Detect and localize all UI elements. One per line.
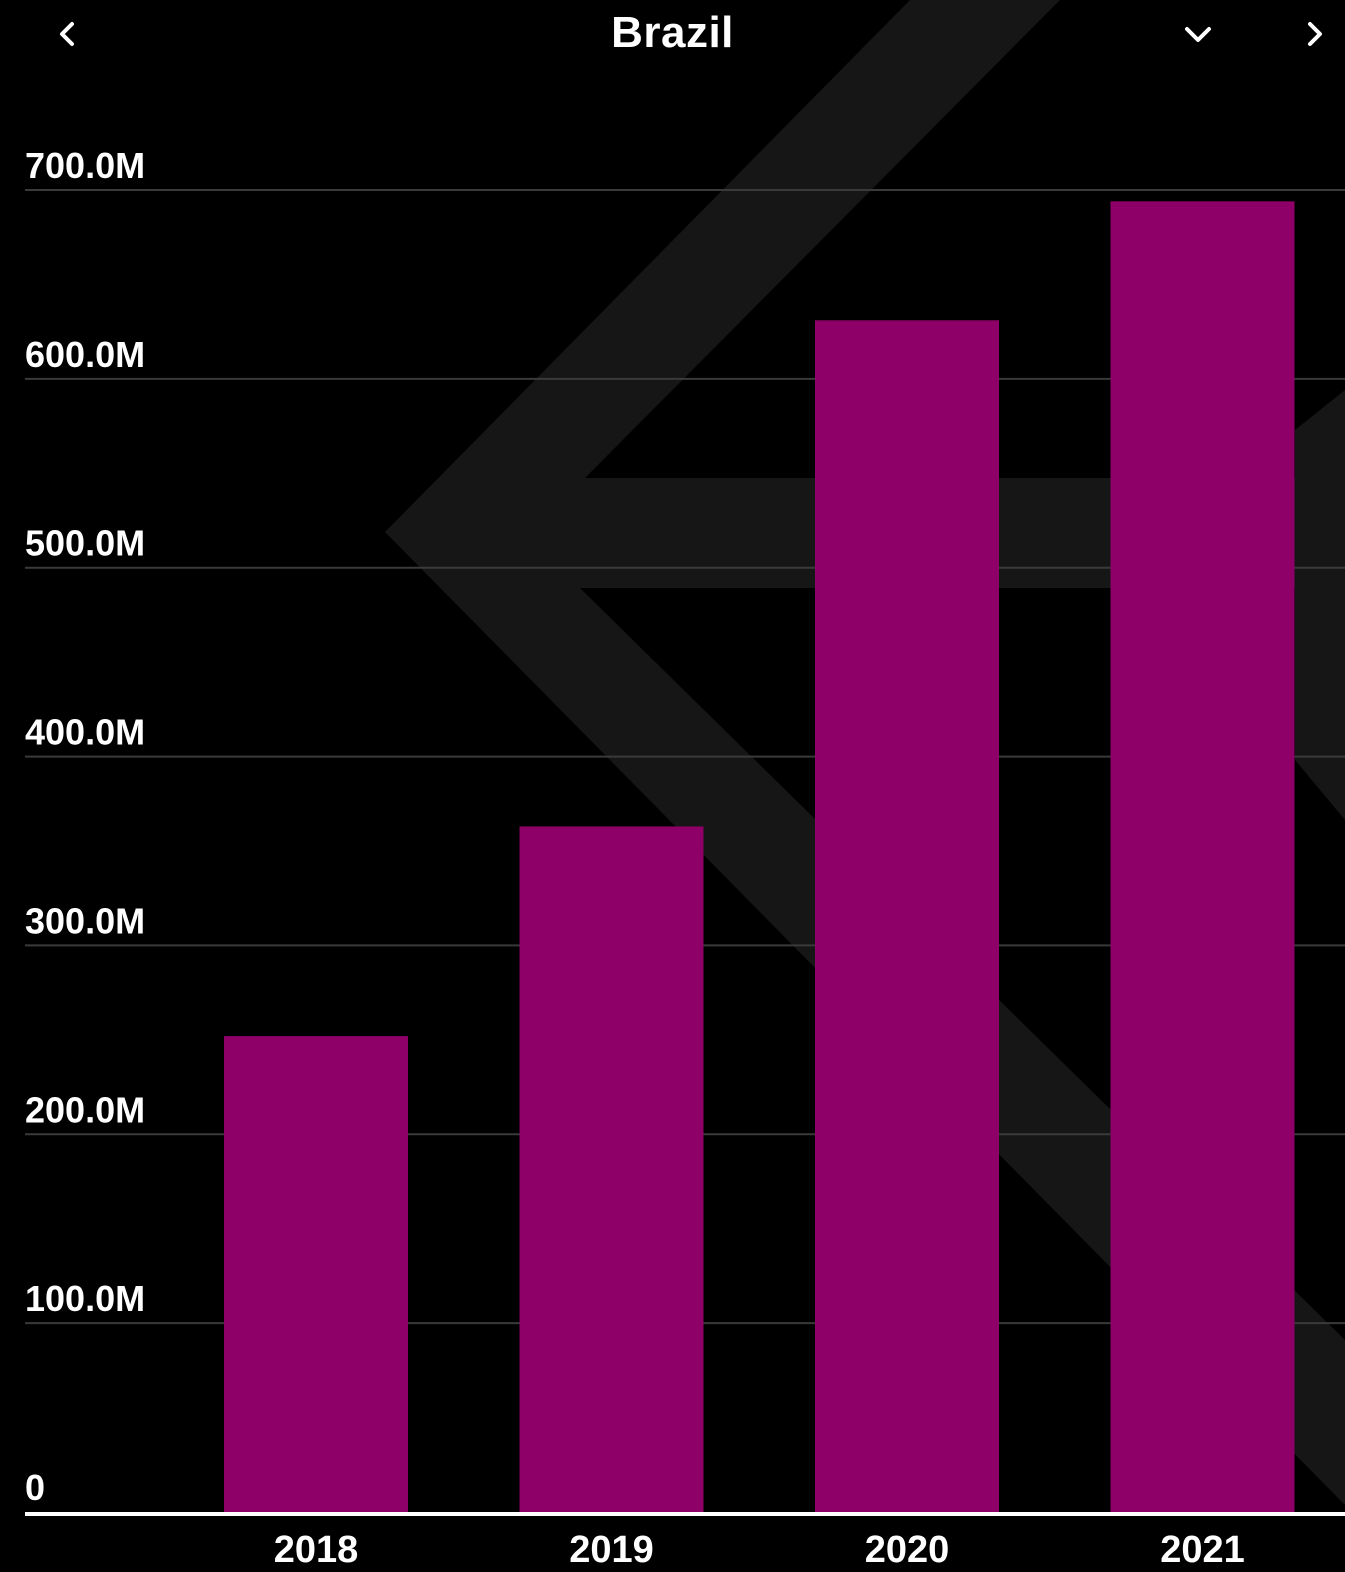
y-tick-label: 0 xyxy=(25,1467,45,1508)
x-tick-label: 2021 xyxy=(1160,1529,1245,1571)
y-tick-label: 100.0M xyxy=(25,1278,145,1319)
chevron-left-icon xyxy=(60,22,74,46)
bar-2018[interactable] xyxy=(224,1036,408,1512)
y-tick-label: 500.0M xyxy=(25,523,145,564)
y-tick-label: 400.0M xyxy=(25,712,145,753)
next-button[interactable] xyxy=(1292,12,1336,56)
x-tick-label: 2018 xyxy=(274,1529,359,1571)
page-title: Brazil xyxy=(611,8,734,57)
y-tick-label: 700.0M xyxy=(25,145,145,186)
bar-2019[interactable] xyxy=(519,826,704,1512)
y-tick-label: 200.0M xyxy=(25,1089,145,1130)
x-tick-label: 2019 xyxy=(569,1529,654,1571)
dropdown-button[interactable] xyxy=(1176,12,1220,56)
y-axis-labels: 0 100.0M 200.0M 300.0M 400.0M 500.0M 600.0M 700… xyxy=(25,145,145,1508)
bar-2020[interactable] xyxy=(815,320,999,1513)
bars xyxy=(224,201,1295,1513)
x-axis-labels: 2018 2019 2020 2021 xyxy=(274,1529,1245,1571)
header-bar: Brazil xyxy=(0,0,1345,75)
x-tick-label: 2020 xyxy=(865,1529,950,1571)
y-tick-label: 300.0M xyxy=(25,900,145,941)
bar-2021[interactable] xyxy=(1110,201,1295,1512)
back-button[interactable] xyxy=(46,12,90,56)
y-tick-label: 600.0M xyxy=(25,334,145,375)
chevron-down-icon xyxy=(1185,27,1211,42)
chevron-right-icon xyxy=(1308,22,1322,46)
background-watermark xyxy=(385,0,1345,1505)
